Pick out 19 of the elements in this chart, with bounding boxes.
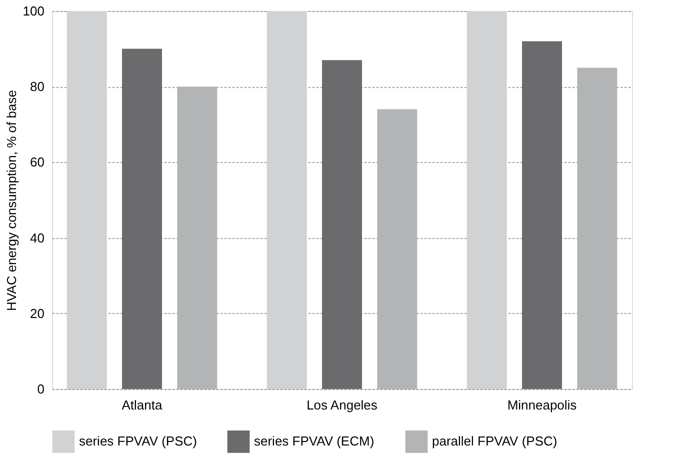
bar [177,86,218,389]
bar [322,60,362,389]
bar [577,68,618,389]
bar [377,109,418,389]
bar [522,41,562,389]
y-tick-label: 20 [30,306,44,321]
x-tick-label: Atlanta [122,398,163,412]
x-tick-label: Minneapolis [507,398,578,412]
y-tick-label: 40 [30,230,44,246]
bar [122,48,162,389]
y-tick-label: 0 [37,382,44,396]
y-tick-label: 80 [30,79,44,94]
y-axis-title: HVAC energy consumption, % of base [4,90,19,311]
y-tick-label: 60 [30,154,44,170]
legend-label: parallel FPVAV (PSC) [432,434,558,449]
y-tick-label: 100 [22,4,44,18]
legend-label: series FPVAV (PSC) [79,434,197,449]
x-tick-label: Los Angeles [306,398,378,412]
legend-label: series FPVAV (ECM) [254,434,374,449]
